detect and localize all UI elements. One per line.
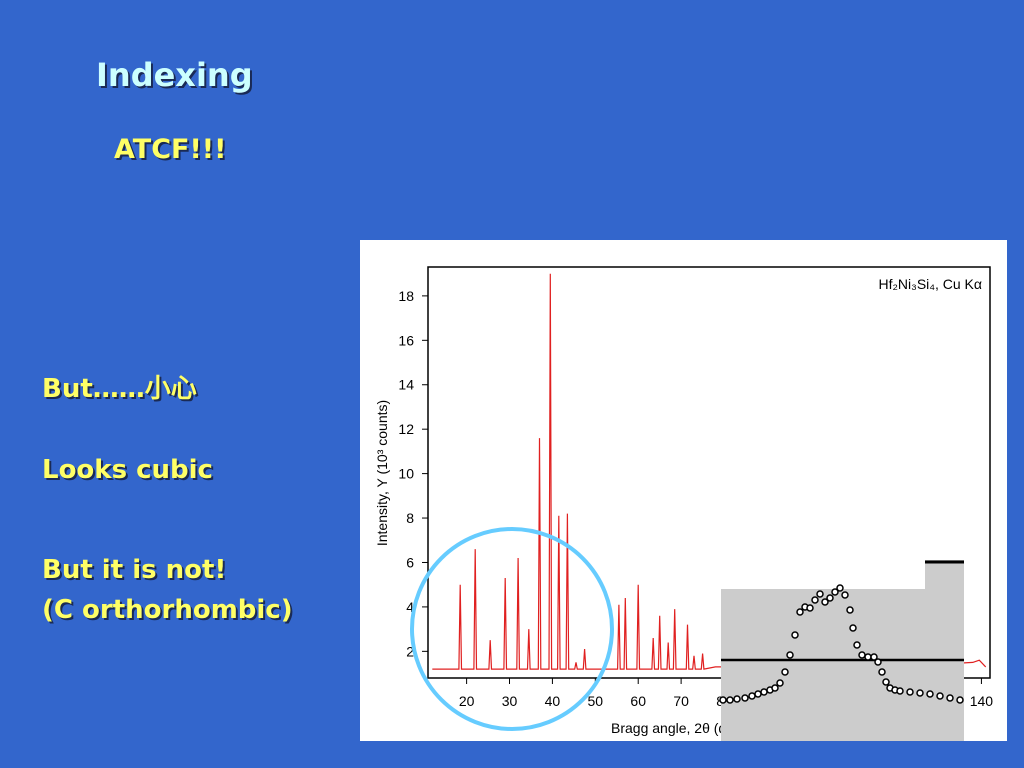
- inset-point: [846, 606, 854, 614]
- inset-panel: [721, 589, 964, 741]
- y-tick-label: 2: [406, 643, 414, 659]
- inset-point: [956, 696, 964, 704]
- y-tick-label: 14: [398, 377, 414, 393]
- inset-point: [760, 688, 768, 696]
- inset-point: [816, 590, 824, 598]
- y-tick-label: 18: [398, 288, 414, 304]
- y-tick-label: 16: [398, 332, 414, 348]
- inset-point: [874, 658, 882, 666]
- inset-point: [849, 624, 857, 632]
- inset-point: [771, 684, 779, 692]
- inset-point: [821, 598, 829, 606]
- inset-point: [836, 584, 844, 592]
- x-tick-label: 140: [970, 693, 994, 709]
- highlight-circle: [410, 527, 614, 731]
- bullet: (C orthorhombic): [42, 595, 293, 625]
- inset-point: [906, 688, 914, 696]
- y-tick-label: 12: [398, 421, 414, 437]
- inset-point: [776, 679, 784, 687]
- inset-point: [741, 694, 749, 702]
- inset-point: [811, 596, 819, 604]
- slide-subtitle: ATCF!!!: [114, 134, 227, 165]
- bullet: Looks cubic: [42, 455, 213, 485]
- x-tick-label: 50: [588, 693, 604, 709]
- data-line: [432, 273, 987, 670]
- inset-point: [806, 604, 814, 612]
- inset-point: [858, 651, 866, 659]
- annotation: Hf₂Ni₃Si₄, Cu Kα: [878, 276, 982, 292]
- inset-point: [841, 591, 849, 599]
- inset-point: [781, 668, 789, 676]
- x-tick-label: 30: [502, 693, 518, 709]
- x-tick-label: 40: [545, 693, 561, 709]
- y-tick-label: 8: [406, 510, 414, 526]
- inset-point: [733, 695, 741, 703]
- inset-point: [946, 694, 954, 702]
- inset-point: [719, 696, 727, 704]
- x-tick-label: 60: [630, 693, 646, 709]
- x-tick-label: 20: [459, 693, 475, 709]
- inset-panel: [925, 560, 964, 590]
- y-axis-label: Intensity, Y (10³ counts): [374, 400, 390, 546]
- inset-point: [864, 653, 872, 661]
- bullet: But it is not!: [42, 555, 227, 585]
- inset-point: [754, 690, 762, 698]
- y-tick-label: 6: [406, 554, 414, 570]
- inset-point: [853, 641, 861, 649]
- bullet: But……小心: [42, 374, 197, 404]
- inset-points: [719, 584, 964, 704]
- inset-point: [796, 608, 804, 616]
- inset: [719, 560, 964, 741]
- inset-point: [936, 692, 944, 700]
- slide-title: Indexing: [96, 56, 253, 94]
- inset-point: [882, 678, 890, 686]
- inset-point: [870, 653, 878, 661]
- inset-point: [896, 687, 904, 695]
- inset-point: [926, 690, 934, 698]
- inset-point: [726, 696, 734, 704]
- inset-point: [786, 651, 794, 659]
- inset-point: [878, 668, 886, 676]
- x-tick-label: 70: [673, 693, 689, 709]
- y-tick-label: 10: [398, 466, 414, 482]
- inset-point: [748, 692, 756, 700]
- inset-point: [831, 588, 839, 596]
- inset-point: [916, 689, 924, 697]
- inset-point: [791, 631, 799, 639]
- inset-point: [826, 594, 834, 602]
- x-axis-label: Bragg angle, 2θ (deg): [611, 720, 746, 736]
- y-tick-label: 4: [406, 599, 414, 615]
- plot-frame: [427, 266, 991, 679]
